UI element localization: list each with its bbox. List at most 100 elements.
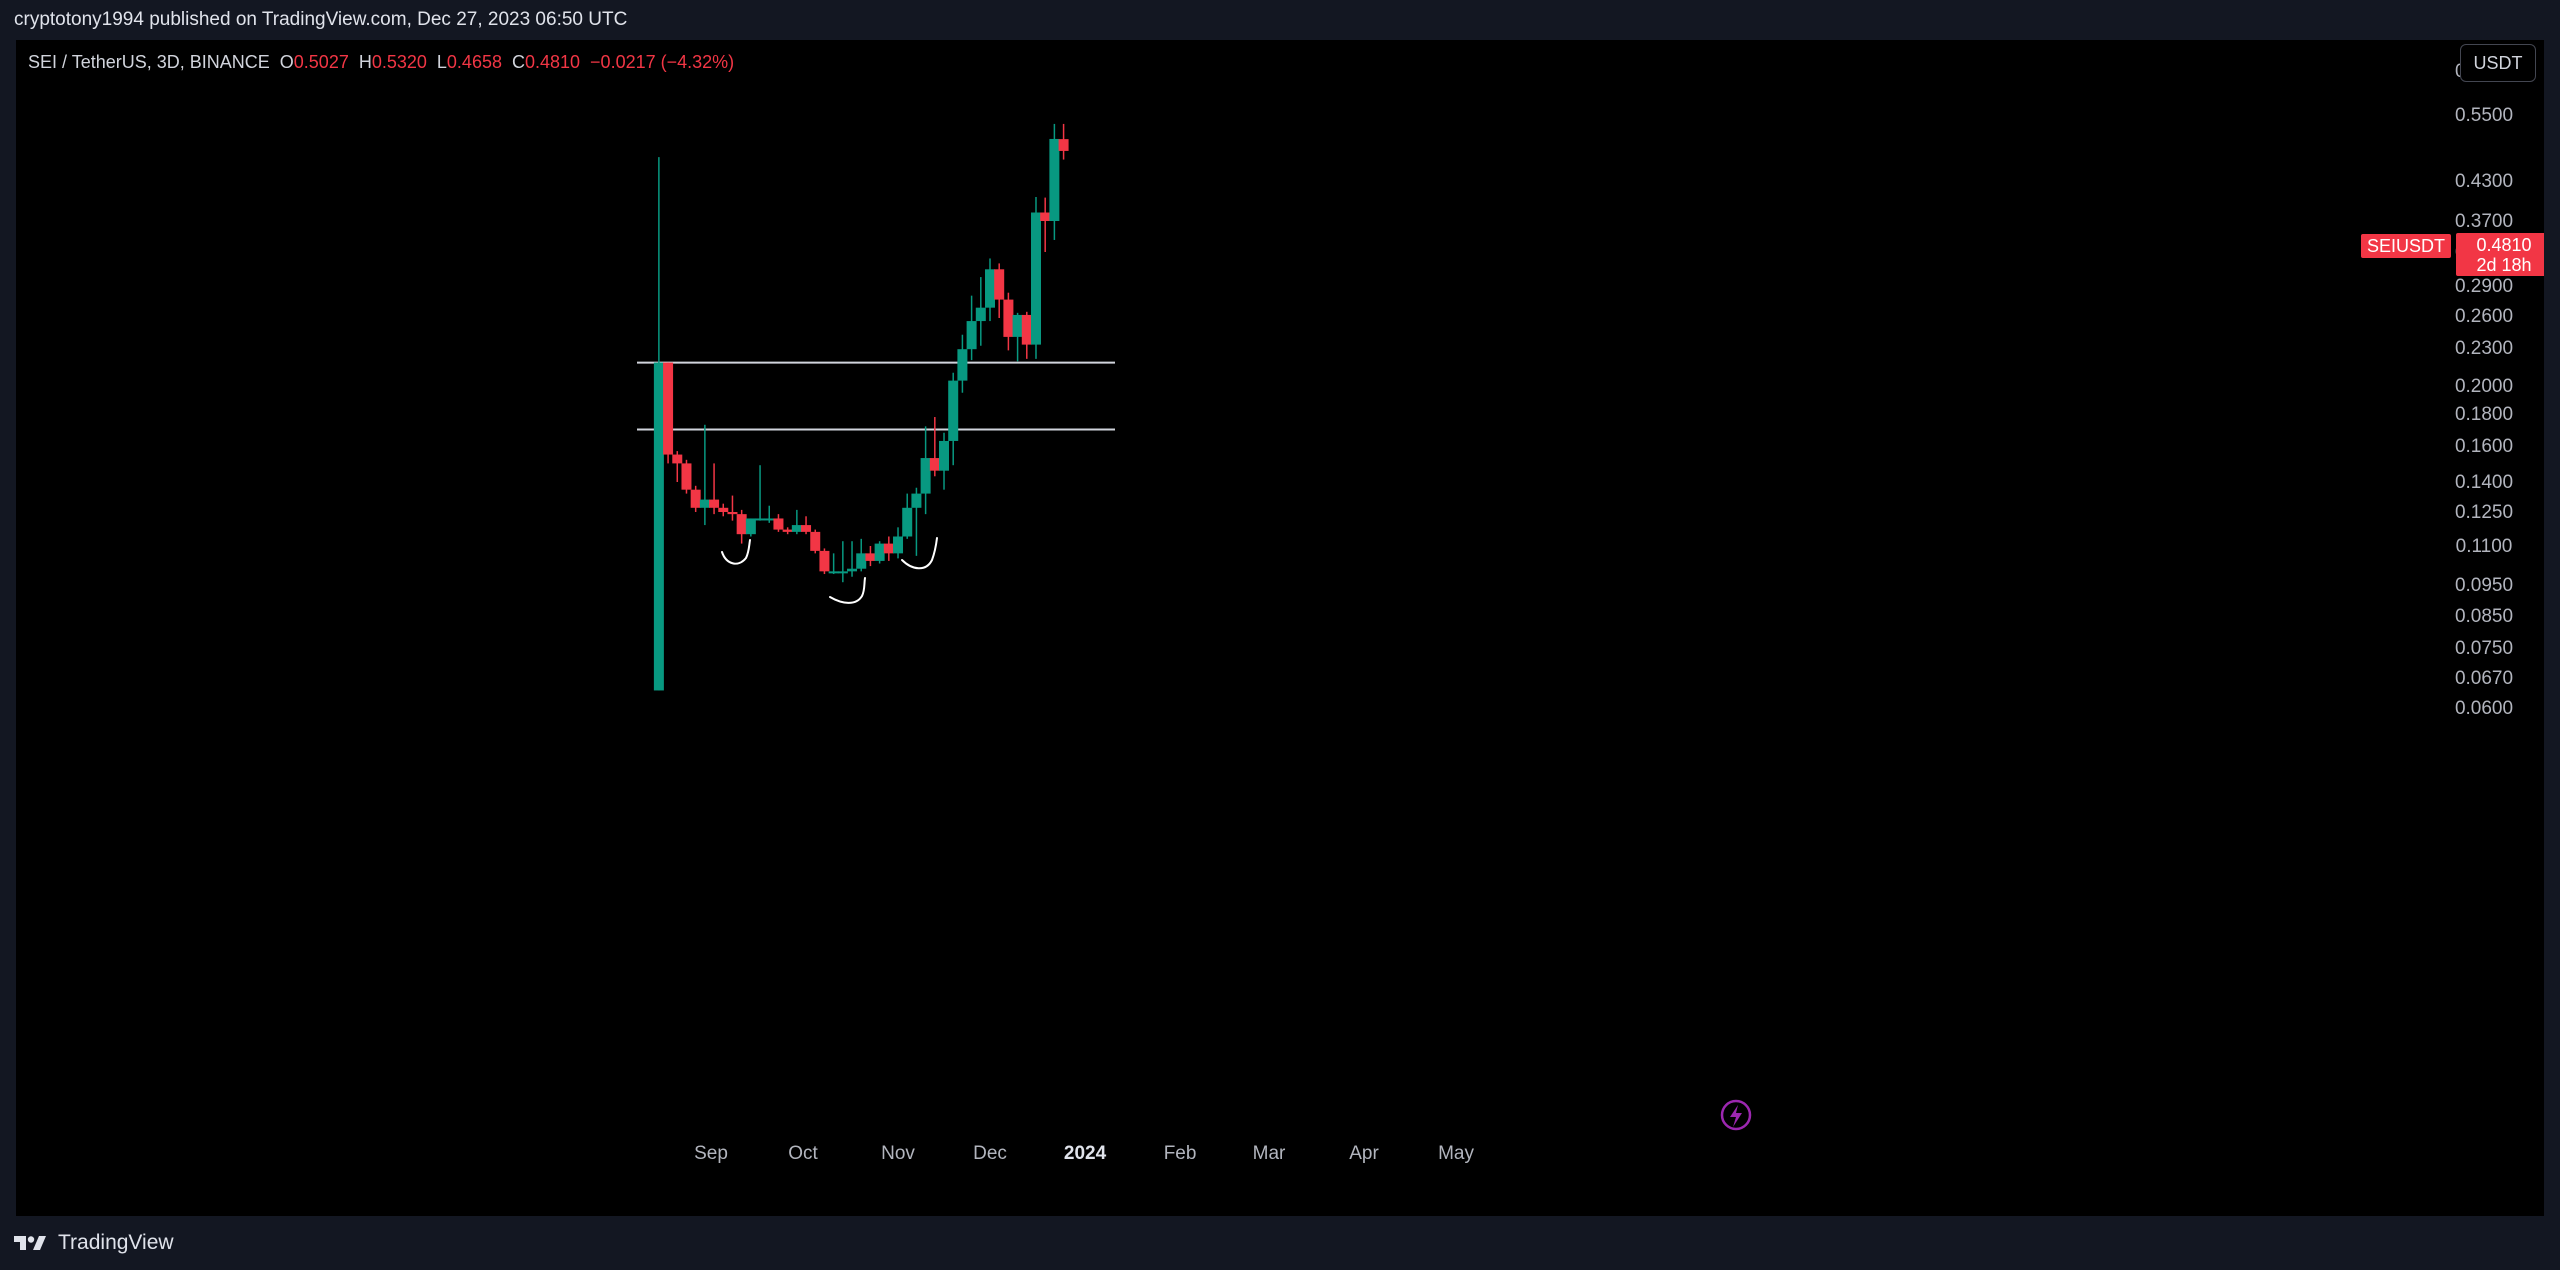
candle[interactable] — [709, 463, 720, 515]
tradingview-logo-icon[interactable] — [14, 1234, 48, 1252]
candle-body — [764, 518, 775, 521]
candle-body — [911, 493, 922, 508]
y-tick-label: 0.1800 — [2455, 404, 2513, 425]
candle-body — [736, 514, 747, 535]
candle[interactable] — [966, 295, 977, 361]
y-tick-label: 0.5500 — [2455, 105, 2513, 126]
candle-body — [966, 321, 977, 350]
candle[interactable] — [1058, 123, 1069, 160]
candle[interactable] — [791, 509, 802, 535]
candle[interactable] — [902, 493, 913, 539]
candle-body — [791, 525, 802, 532]
candle[interactable] — [929, 417, 940, 477]
lightning-icon[interactable] — [1720, 1099, 1752, 1131]
candle[interactable] — [939, 432, 950, 490]
candle[interactable] — [985, 258, 995, 322]
candle[interactable] — [847, 541, 858, 577]
candle[interactable] — [837, 541, 848, 583]
candle-body — [727, 512, 738, 515]
candle-body — [957, 349, 968, 381]
y-tick-label: 0.1600 — [2455, 436, 2513, 457]
candle-body — [1040, 212, 1051, 221]
candle[interactable] — [856, 538, 867, 572]
chart-panel[interactable]: 0.65000.55000.43000.37000.33000.29000.26… — [16, 40, 2544, 1216]
x-tick-label: May — [1438, 1143, 1474, 1164]
legend-low-label: L — [436, 52, 447, 72]
y-tick-label: 0.2600 — [2455, 306, 2513, 327]
candle-body — [902, 507, 913, 537]
x-tick-label: Oct — [788, 1143, 818, 1164]
candle[interactable] — [893, 527, 904, 559]
candle[interactable] — [653, 157, 664, 691]
y-tick-label: 0.1250 — [2455, 502, 2513, 523]
candle[interactable] — [994, 263, 1005, 319]
candle[interactable] — [911, 487, 922, 556]
candle[interactable] — [975, 277, 986, 346]
current-price-value: 0.4810 — [2476, 235, 2532, 255]
candle[interactable] — [681, 459, 692, 494]
legend-high-value: 0.5320 — [371, 52, 427, 72]
candle-body — [883, 543, 894, 554]
candle[interactable] — [764, 505, 775, 523]
candle[interactable] — [672, 451, 683, 482]
candle-body — [1003, 299, 1014, 337]
candle-body — [994, 269, 1005, 300]
hand-drawn-curve[interactable] — [721, 539, 751, 565]
candle-body — [1012, 314, 1023, 337]
candle[interactable] — [1012, 312, 1023, 362]
candle[interactable] — [957, 334, 968, 393]
candle-body — [745, 518, 756, 535]
candle[interactable] — [1040, 197, 1051, 252]
currency-button[interactable]: USDT — [2460, 44, 2536, 82]
candle-body — [801, 525, 812, 532]
candle[interactable] — [663, 362, 674, 464]
candle[interactable] — [690, 485, 701, 512]
candle[interactable] — [727, 495, 738, 521]
candle[interactable] — [1021, 311, 1032, 359]
candle-body — [718, 507, 729, 512]
candle-body — [828, 571, 839, 574]
candle-body — [865, 553, 876, 561]
candle[interactable] — [883, 536, 894, 561]
y-tick-label: 0.0950 — [2455, 575, 2513, 596]
candle-body — [856, 553, 867, 569]
candle[interactable] — [801, 516, 812, 535]
x-tick-label: 2024 — [1064, 1143, 1107, 1164]
y-tick-label: 0.0850 — [2455, 606, 2513, 627]
candle[interactable] — [948, 372, 959, 466]
candle[interactable] — [1003, 292, 1014, 351]
candle[interactable] — [1049, 123, 1060, 240]
candle[interactable] — [1030, 196, 1041, 359]
footer-brand[interactable]: TradingView — [58, 1231, 174, 1254]
candle[interactable] — [745, 518, 756, 537]
hand-drawn-curve[interactable] — [901, 537, 938, 570]
candle[interactable] — [920, 426, 931, 515]
symbol-price-label: SEIUSDT — [2361, 234, 2451, 258]
candle-body — [699, 499, 710, 508]
y-tick-label: 0.2900 — [2455, 276, 2513, 297]
bar-countdown: 2d 18h — [2476, 255, 2532, 275]
y-tick-label: 0.3700 — [2455, 211, 2513, 232]
candle-body — [663, 362, 674, 455]
x-tick-label: Feb — [1164, 1143, 1197, 1164]
price-chart[interactable]: 0.65000.55000.43000.37000.33000.29000.26… — [16, 40, 2544, 1216]
candle-body — [1058, 139, 1069, 151]
candle[interactable] — [718, 503, 729, 517]
legend-symbol: SEI / TetherUS, 3D, BINANCE — [28, 52, 270, 72]
candle-body — [690, 489, 701, 508]
candle-body — [1030, 212, 1041, 345]
candle[interactable] — [773, 514, 784, 532]
candle[interactable] — [699, 424, 710, 526]
candle[interactable] — [874, 541, 885, 564]
hand-drawn-curve[interactable] — [829, 577, 866, 604]
candle[interactable] — [819, 548, 830, 575]
x-tick-label: Mar — [1253, 1143, 1286, 1164]
candle[interactable] — [782, 527, 793, 535]
candle[interactable] — [810, 529, 821, 554]
x-tick-label: Sep — [694, 1143, 728, 1164]
candle-body — [847, 568, 858, 572]
candle[interactable] — [736, 509, 747, 544]
candle[interactable] — [828, 553, 839, 575]
candle[interactable] — [865, 546, 876, 567]
candle[interactable] — [755, 465, 766, 521]
